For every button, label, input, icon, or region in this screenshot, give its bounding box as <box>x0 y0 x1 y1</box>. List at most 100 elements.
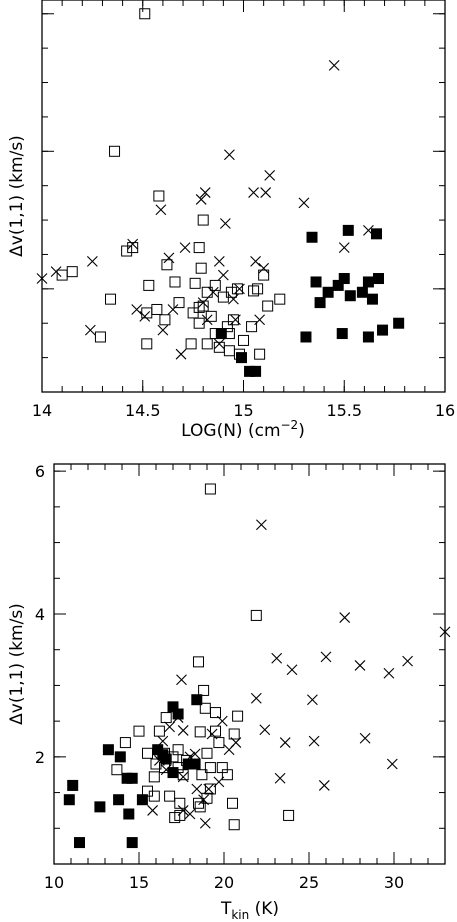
cross-point <box>298 197 310 209</box>
open-square-point <box>66 266 78 278</box>
cross-point <box>213 255 225 267</box>
cross-point <box>213 776 225 788</box>
open-square-point <box>189 277 201 289</box>
filled-square-point <box>113 794 125 806</box>
filled-square-point <box>114 751 126 763</box>
filled-square-point <box>157 749 169 761</box>
open-square-point <box>194 801 206 813</box>
open-square-point <box>193 242 205 254</box>
x-tick-label: 30 <box>384 873 404 892</box>
open-square-point <box>169 812 181 824</box>
open-square-point <box>174 797 186 809</box>
open-square-point <box>164 790 176 802</box>
open-square-point <box>153 190 165 202</box>
cross-point <box>163 252 175 264</box>
cross-point <box>201 314 213 326</box>
filled-square-point <box>102 744 114 756</box>
open-square-point <box>151 303 163 315</box>
y-tick-label: 6 <box>35 462 45 481</box>
open-square-point <box>246 321 258 333</box>
open-square-point <box>204 762 216 774</box>
open-square-point <box>198 684 210 696</box>
cross-point <box>189 748 201 760</box>
cross-point <box>248 187 259 198</box>
open-square-point <box>196 769 208 781</box>
cross-point <box>199 187 211 198</box>
open-square-point <box>204 783 216 795</box>
cross-point <box>191 783 203 795</box>
cross-point <box>157 324 169 336</box>
filled-square-point <box>362 331 374 343</box>
cross-point <box>260 187 272 198</box>
cross-point <box>354 660 366 671</box>
x-tick-label: 20 <box>214 873 234 892</box>
filled-square-point <box>332 279 344 291</box>
cross-point <box>254 314 266 326</box>
open-square-point <box>193 301 205 313</box>
open-square-point <box>283 809 295 821</box>
open-square-point <box>119 737 131 749</box>
filled-square-point <box>123 808 135 820</box>
filled-square-point <box>172 708 184 720</box>
open-square-point <box>213 737 225 749</box>
open-square-point <box>141 338 153 350</box>
open-square-point <box>143 279 155 291</box>
open-square-point <box>141 307 153 319</box>
cross-point <box>139 310 151 322</box>
x-tick-label: 16 <box>435 401 455 420</box>
open-square-point <box>187 307 199 319</box>
x-axis-label: LOG(N) (cm−2) <box>181 418 305 441</box>
filled-square-point <box>370 228 382 240</box>
open-square-point <box>258 269 270 281</box>
open-square-point <box>231 283 243 295</box>
cross-point <box>339 612 351 623</box>
cross-point <box>359 732 371 744</box>
axis-ticks <box>41 0 446 393</box>
cross-point <box>198 794 209 806</box>
cross-point <box>164 721 175 733</box>
filled-square-point <box>67 779 79 791</box>
cross-point <box>86 255 98 267</box>
filled-square-point <box>377 324 389 336</box>
y-tick-label: 2 <box>35 748 45 767</box>
open-square-point <box>185 338 197 350</box>
open-square-point <box>221 321 233 333</box>
cross-point <box>308 735 320 747</box>
open-square-point <box>127 242 139 254</box>
filled-square-point <box>250 365 262 377</box>
cross-point <box>84 324 96 336</box>
open-square-point <box>148 771 160 783</box>
cross-point <box>264 169 276 181</box>
filled-square-point <box>336 328 348 340</box>
open-square-point <box>210 725 221 737</box>
cross-point <box>184 808 196 820</box>
cross-point <box>179 242 191 253</box>
open-square-point <box>159 314 171 326</box>
cross-point <box>307 694 318 706</box>
cross-point <box>230 314 241 326</box>
plot-frame <box>53 463 446 865</box>
open-square-point <box>169 276 181 288</box>
cross-point <box>439 626 451 638</box>
open-square-point <box>56 269 68 281</box>
open-square-point <box>228 728 240 740</box>
data-points <box>36 8 405 377</box>
open-square-point <box>201 286 213 298</box>
filled-square-point <box>322 286 334 298</box>
cross-point <box>250 692 262 704</box>
filled-square-point <box>215 328 227 340</box>
filled-square-point <box>126 772 138 784</box>
open-square-point <box>197 300 209 312</box>
open-square-point <box>238 334 249 346</box>
cross-point <box>216 715 228 727</box>
cross-point <box>328 59 340 71</box>
filled-square-point <box>126 837 138 849</box>
cross-point <box>259 724 271 736</box>
open-square-point <box>193 656 204 668</box>
open-square-point <box>94 331 106 343</box>
filled-square-point <box>362 276 374 288</box>
filled-square-point <box>189 758 201 770</box>
cross-point <box>338 242 350 253</box>
cross-point <box>320 651 332 663</box>
